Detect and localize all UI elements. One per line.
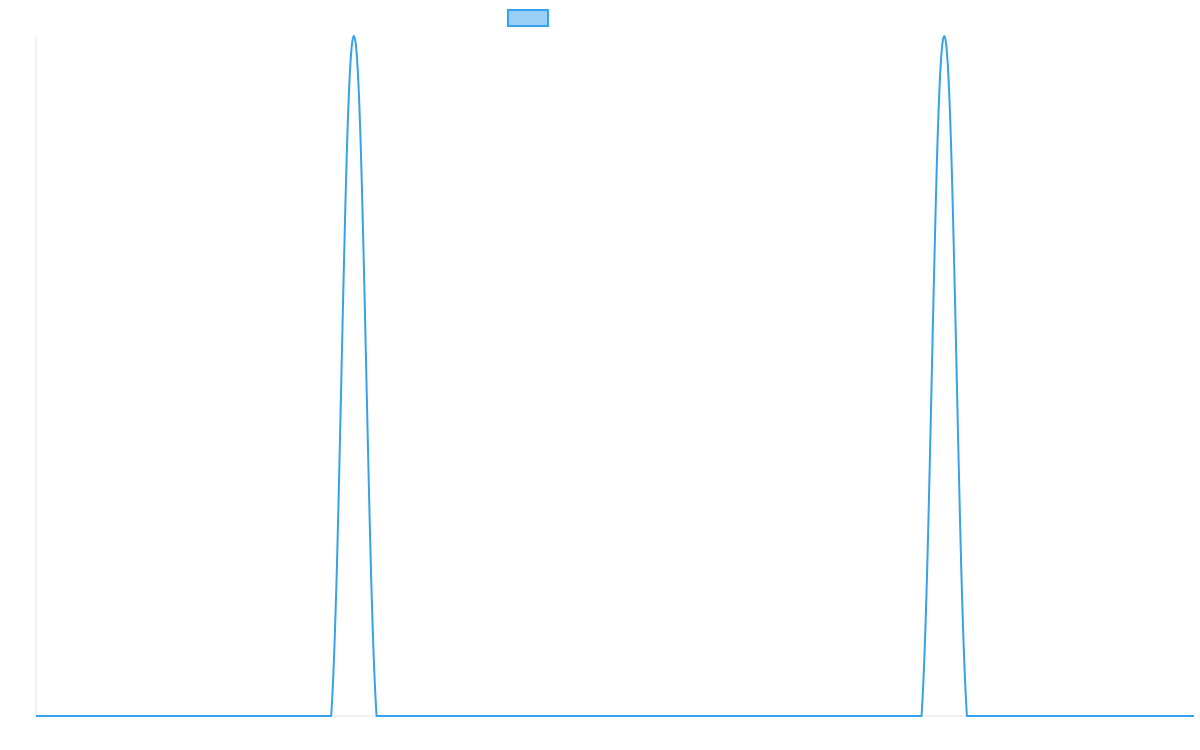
legend-swatch-0[interactable] [507,9,549,27]
axes [35,36,1194,717]
series-layer [36,35,1194,717]
legend[interactable] [507,9,549,27]
series-line-0 [36,35,1194,717]
